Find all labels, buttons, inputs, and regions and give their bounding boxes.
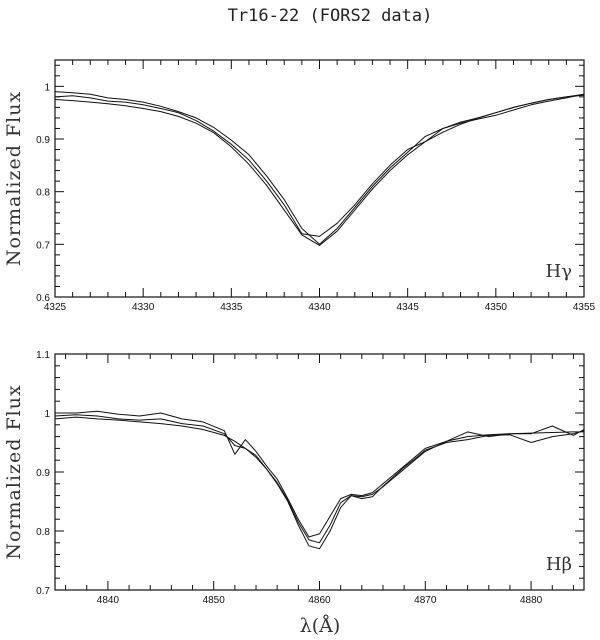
x-tick-label: 4355	[573, 302, 596, 313]
series-line-spectrum-1	[55, 410, 585, 538]
x-tick-label: 4860	[308, 595, 331, 606]
x-tick-label: 4880	[520, 595, 543, 606]
plot-frame	[54, 59, 585, 298]
x-tick-label: 4350	[485, 302, 508, 313]
y-axis-label: Normalized Flux	[3, 91, 25, 266]
y-tick-label: 0.7	[36, 586, 50, 597]
series-line-spectrum-3	[54, 93, 585, 246]
figure-title: Tr16-22 (FORS2 data)	[228, 6, 433, 26]
panel-1: 4325 4330 4335 4340 4345 4350 4355 0.6 0.7 0.8 0.9…	[3, 59, 596, 313]
series-line-spectrum-1	[54, 91, 585, 245]
x-tick-label: 4335	[220, 302, 243, 313]
y-tick-label: 0.9	[36, 135, 50, 146]
x-tick-label: 4330	[132, 302, 155, 313]
x-tick-label: 4340	[308, 302, 331, 313]
y-tick-label: 0.8	[36, 527, 50, 538]
y-tick-label: 1	[44, 82, 50, 93]
line-label: Hγ	[546, 261, 572, 282]
y-tick-label: 0.9	[36, 468, 50, 479]
x-tick-label: 4840	[97, 595, 120, 606]
y-tick-label: 1.1	[36, 350, 50, 361]
x-axis-label: λ(Å)	[300, 615, 341, 637]
y-tick-label: 0.6	[36, 293, 50, 304]
x-tick-label: 4850	[203, 595, 226, 606]
y-axis-label: Normalized Flux	[3, 384, 25, 559]
y-tick-label: 1	[44, 409, 50, 420]
x-tick-label: 4870	[414, 595, 437, 606]
x-tick-label: 4325	[44, 302, 67, 313]
y-tick-label: 0.7	[36, 240, 50, 251]
series-line-spectrum-2	[54, 414, 585, 544]
panel-2: 4840 4850 4860 4870 4880 0.7 0.8 0.9 1 1.1 Normali…	[3, 350, 585, 606]
y-tick-label: 0.8	[36, 188, 50, 199]
line-label: Hβ	[546, 554, 572, 575]
series-line-spectrum-3	[54, 416, 584, 550]
x-tick-label: 4345	[397, 302, 420, 313]
plot-frame	[54, 353, 585, 591]
series-line-spectrum-2	[54, 94, 585, 237]
